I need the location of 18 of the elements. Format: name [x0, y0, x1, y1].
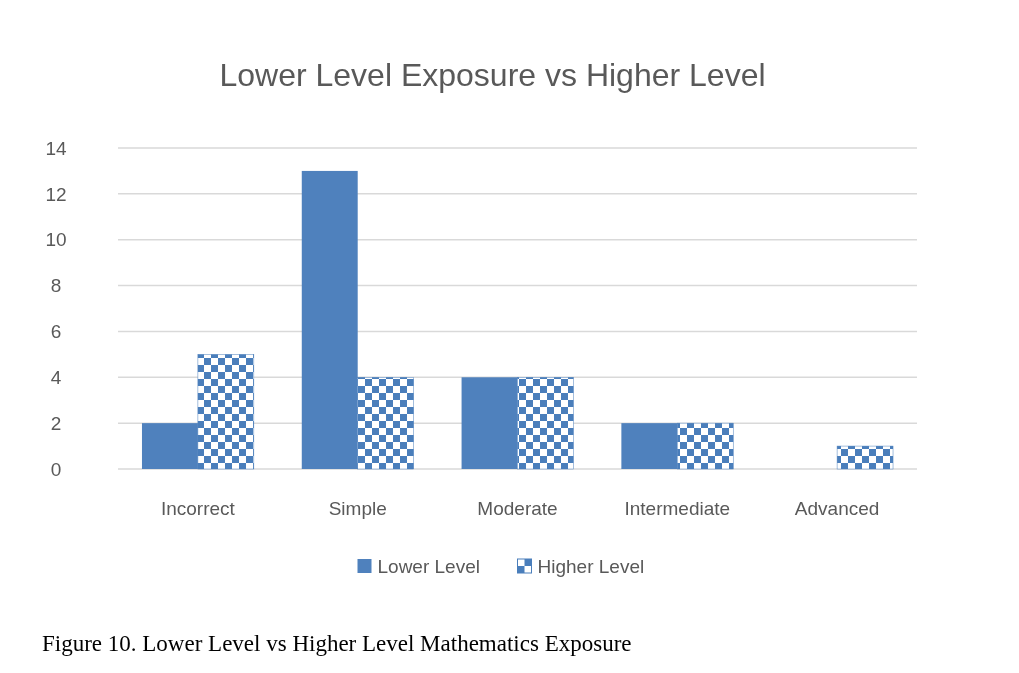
caption: Figure 10. Lower Level vs Higher Level Mathematics Exposure	[42, 631, 632, 656]
y-tick-label: 12	[45, 183, 67, 205]
x-tick-label: Incorrect	[160, 498, 236, 519]
y-tick-label: 4	[50, 366, 62, 388]
y-tick-label: 6	[50, 321, 62, 343]
x-tick-label: Moderate	[477, 498, 558, 519]
y-tick-label: 8	[50, 275, 62, 297]
chart-title: Lower Level Exposure vs Higher Level	[219, 57, 766, 93]
legend-label: Higher Level	[537, 555, 645, 577]
y-tick-label: 0	[50, 458, 62, 480]
y-tick-label: 10	[45, 229, 67, 251]
bar	[836, 445, 894, 470]
x-tick-label: Advanced	[794, 498, 880, 519]
legend-label: Lower Level	[377, 555, 480, 577]
x-tick-label: Simple	[328, 498, 387, 519]
y-tick-label: 14	[45, 137, 67, 159]
x-tick-label: Intermediate	[624, 498, 731, 519]
y-tick-label: 2	[50, 412, 62, 434]
